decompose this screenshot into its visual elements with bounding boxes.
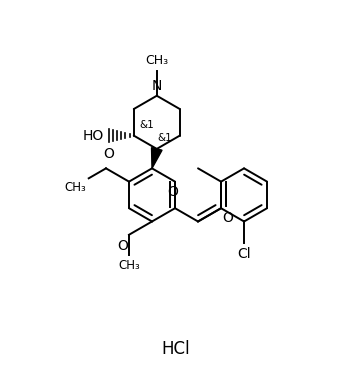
Text: O: O bbox=[103, 147, 114, 162]
Text: O: O bbox=[222, 211, 233, 225]
Text: HCl: HCl bbox=[162, 340, 190, 358]
Text: CH₃: CH₃ bbox=[64, 181, 86, 194]
Text: &1: &1 bbox=[140, 120, 155, 130]
Text: N: N bbox=[152, 79, 162, 93]
Text: CH₃: CH₃ bbox=[118, 259, 140, 272]
Text: &1: &1 bbox=[158, 133, 172, 143]
Text: O: O bbox=[168, 185, 178, 200]
Polygon shape bbox=[151, 147, 162, 168]
Text: O: O bbox=[117, 239, 128, 253]
Text: CH₃: CH₃ bbox=[145, 54, 168, 66]
Text: HO: HO bbox=[82, 128, 103, 142]
Text: Cl: Cl bbox=[237, 247, 251, 261]
